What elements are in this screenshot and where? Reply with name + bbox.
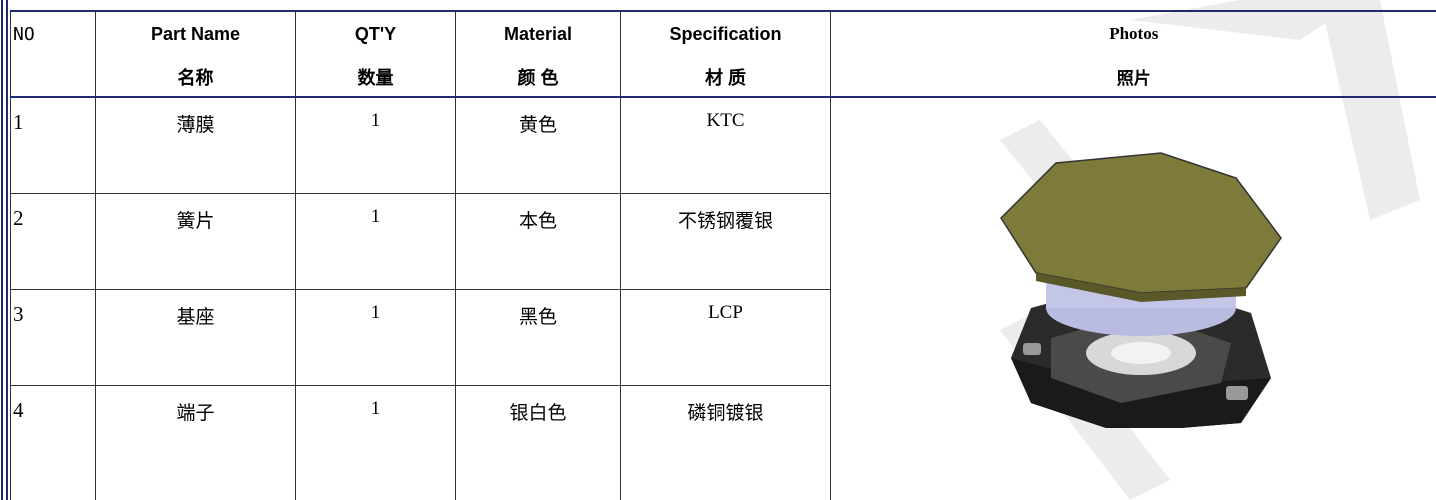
table-cell: 黑色 [455,289,621,386]
cell-text: 1 [370,302,381,323]
table-row: 3 基座 1 黑色 LCP [10,289,1436,386]
cell-text: 4 [13,398,24,422]
header-row: NO Part Name 名称 QT'Y 数量 Material 颜 色 Specif… [10,10,1436,98]
cell-text: 薄膜 [176,115,215,136]
photo-cell [830,97,1436,500]
cell-text: 簧片 [176,211,215,232]
table-cell: 1 [295,289,456,386]
table-cell: 2 [10,193,96,290]
header-text: 照片 [1116,69,1151,88]
header-text: Specification [669,24,782,44]
table-row: 2 簧片 1 本色 不锈钢覆银 [10,193,1436,290]
table-cell: 1 [295,193,456,290]
table-cell: 1 [295,385,456,500]
table-row: 4 端子 1 银白色 磷铜镀银 [10,385,1436,500]
cell-text: LCP [708,302,743,323]
cell-text: 磷铜镀银 [687,403,764,424]
header-text: 材 质 [704,68,746,88]
cell-text: KTC [706,110,745,131]
cell-text: 1 [370,110,381,131]
header-cell: Part Name 名称 [95,10,296,98]
cell-text: 2 [13,206,24,230]
table-row: 1 薄膜 1 黄色 KTC [10,97,1436,500]
table-cell: 4 [10,385,96,500]
product-photo [1000,152,1282,428]
header-text: 名称 [177,68,214,88]
header-cell: Specification 材 质 [620,10,831,98]
border-line [1,0,3,500]
table-cell: 银白色 [455,385,621,500]
header-cell: QT'Y 数量 [295,10,456,98]
header-cell: Photos 照片 [830,10,1436,98]
cell-text: 1 [13,110,24,134]
table-cell: KTC [620,97,831,194]
cell-text: 本色 [518,211,557,232]
header-cell: Material 颜 色 [455,10,621,98]
parts-table: NO Part Name 名称 QT'Y 数量 Material 颜 色 Specif… [10,10,1436,500]
header-text: 数量 [357,68,394,88]
header-text: 颜 色 [517,68,559,88]
header-text: NO [13,24,35,45]
table-cell: 3 [10,289,96,386]
header-text: QT'Y [354,24,397,44]
table-cell: 1 [10,97,96,194]
table-cell: 不锈钢覆银 [620,193,831,290]
table-cell: 簧片 [95,193,296,290]
border-line [6,0,8,500]
cell-text: 1 [370,398,381,419]
table-cell: 本色 [455,193,621,290]
cell-text: 银白色 [509,403,567,424]
header-text: Material [503,24,573,44]
header-text: Part Name [150,24,241,44]
cell-text: 端子 [176,403,215,424]
table-cell: 磷铜镀银 [620,385,831,500]
cell-text: 基座 [176,307,215,328]
cell-text: 不锈钢覆银 [677,211,773,232]
header-text: Photos [1109,24,1159,43]
cell-text: 1 [370,206,381,227]
cell-text: 3 [13,302,24,326]
table-cell: 黄色 [455,97,621,194]
cell-text: 黑色 [518,307,557,328]
cell-text: 黄色 [518,115,557,136]
header-cell: NO [10,10,96,98]
table-cell: 1 [295,97,456,194]
table-cell: 端子 [95,385,296,500]
table-cell: 薄膜 [95,97,296,194]
table-cell: LCP [620,289,831,386]
table-cell: 基座 [95,289,296,386]
